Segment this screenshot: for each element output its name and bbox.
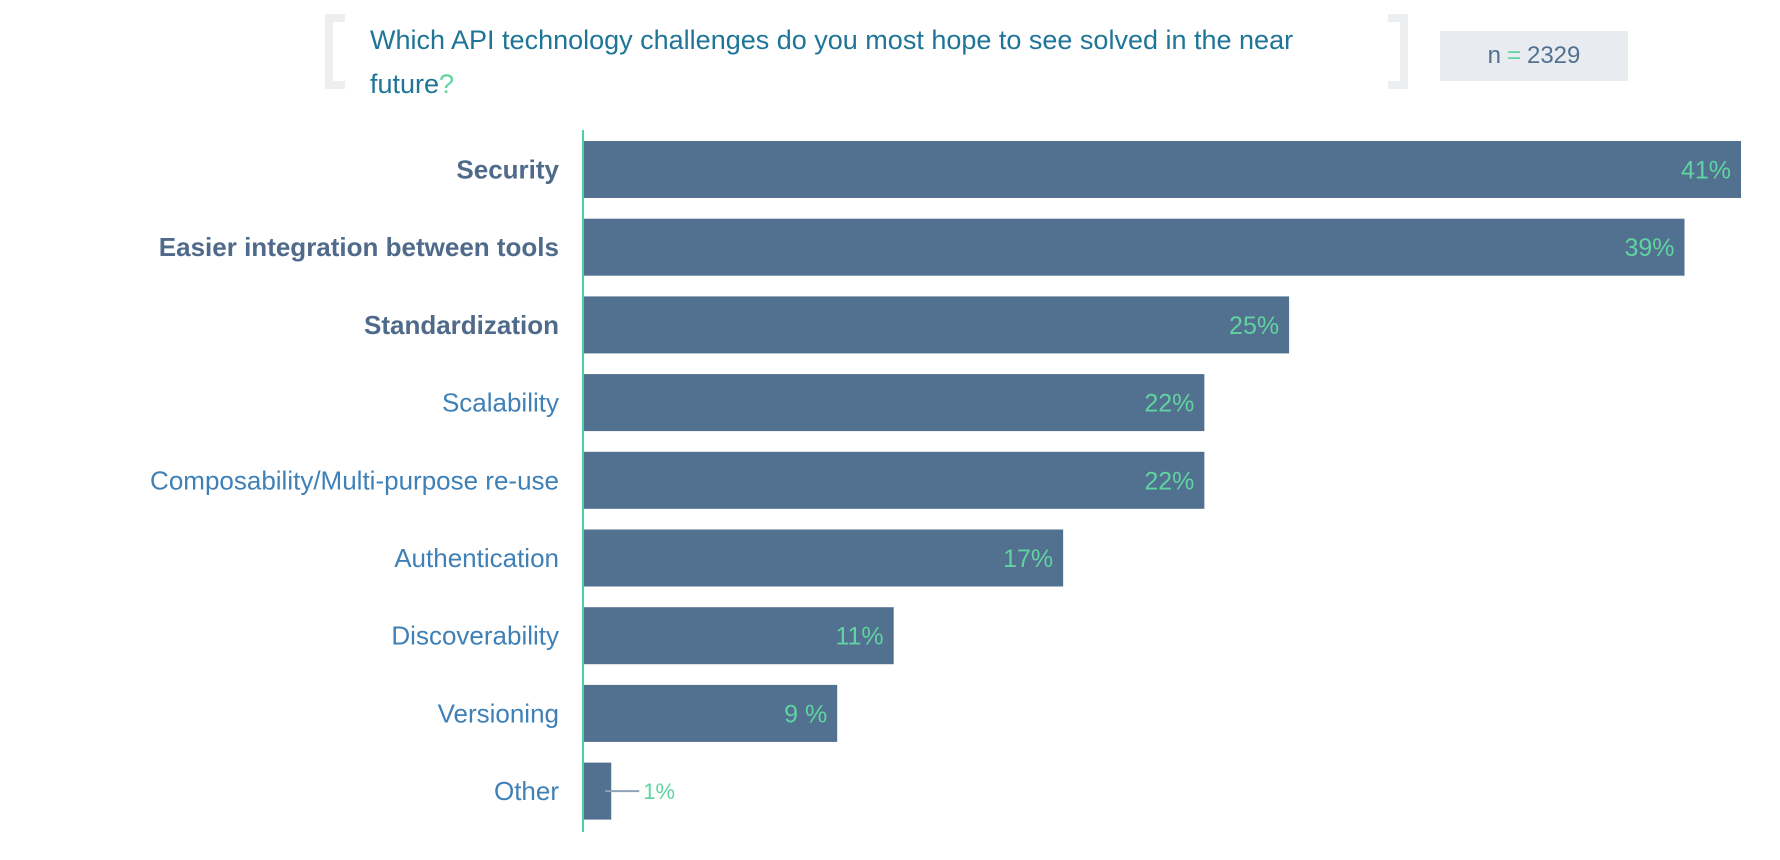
title-text: Which API technology challenges do you m… — [370, 25, 1294, 99]
value-label: 22% — [1144, 390, 1194, 418]
category-label: Authentication — [394, 543, 559, 573]
category-label: Versioning — [438, 698, 559, 728]
chart-title: Which API technology challenges do you m… — [370, 18, 1380, 106]
category-label: Composability/Multi-purpose re-use — [150, 465, 559, 495]
value-label: 39% — [1624, 234, 1674, 262]
value-label: 9 % — [784, 700, 827, 728]
title-bracket-right — [1388, 14, 1408, 89]
bar — [583, 218, 1685, 276]
value-label: 1% — [643, 779, 675, 804]
value-label: 11% — [835, 623, 883, 651]
category-label: Security — [456, 155, 559, 185]
bar — [583, 684, 838, 742]
value-label: 17% — [1003, 545, 1053, 573]
bar — [583, 374, 1205, 432]
value-label: 25% — [1229, 312, 1279, 340]
category-label: Easier integration between tools — [159, 232, 559, 262]
bar — [583, 451, 1205, 509]
title-bracket-left — [325, 14, 345, 89]
category-label: Other — [494, 776, 559, 806]
value-label: 22% — [1144, 467, 1194, 495]
category-label: Scalability — [442, 388, 559, 418]
category-label: Discoverability — [391, 621, 559, 651]
category-label: Standardization — [364, 310, 559, 340]
sample-equals: = — [1506, 42, 1521, 69]
bar — [583, 607, 894, 665]
title-question-mark: ? — [439, 69, 455, 99]
bar — [583, 296, 1290, 354]
sample-size-badge: n = 2329 — [1440, 31, 1628, 81]
value-label: 41% — [1681, 157, 1731, 185]
bar — [583, 529, 1064, 587]
sample-value: 2329 — [1526, 42, 1581, 69]
sample-label: n — [1487, 42, 1501, 69]
bar — [583, 141, 1741, 198]
